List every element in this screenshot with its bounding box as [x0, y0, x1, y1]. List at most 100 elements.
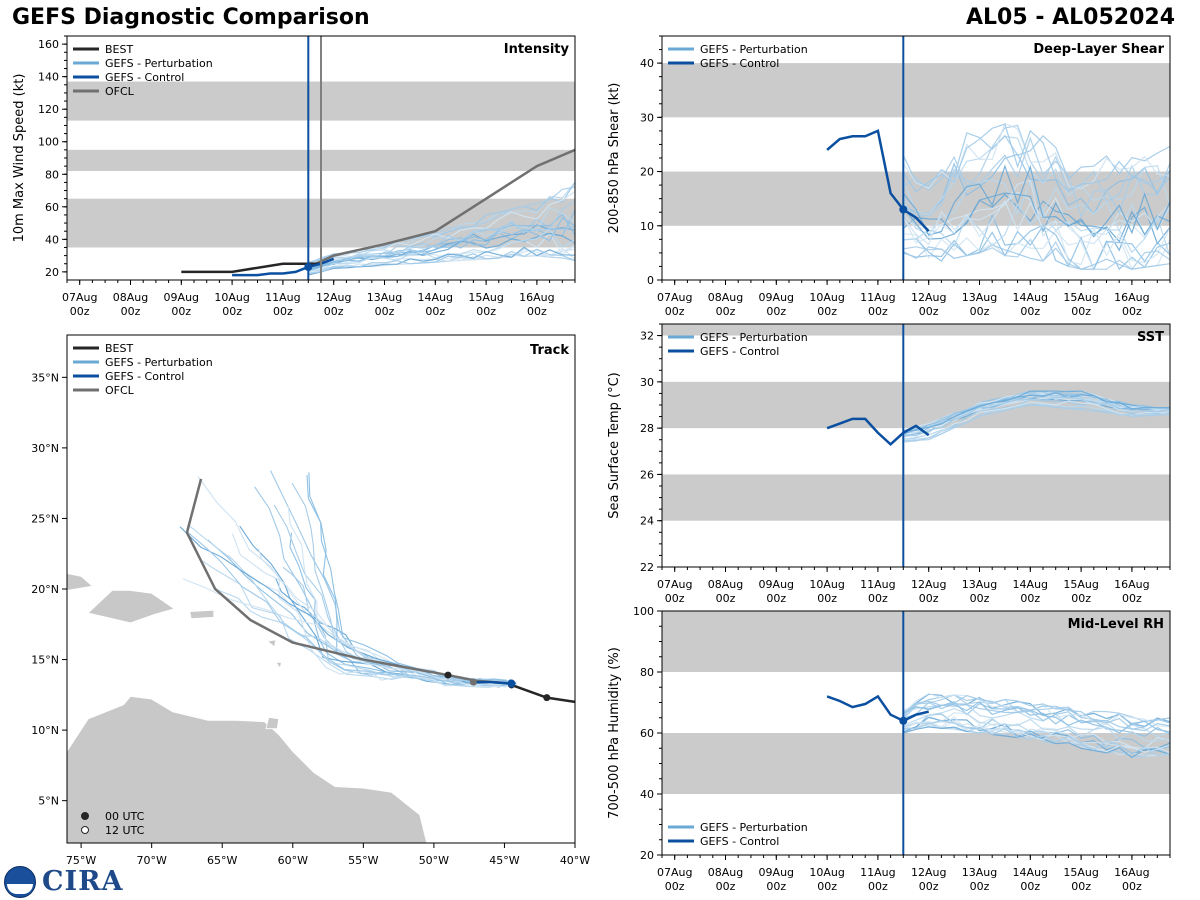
shear-ytick-label: 10 [640, 220, 654, 233]
shear-legend-label: GEFS - Control [700, 57, 779, 70]
track-ofcl-point [444, 671, 452, 679]
storm-id-title: AL05 - AL052024 [966, 5, 1175, 30]
sst-xtick-label: 00z [868, 592, 888, 605]
rh-plot-area [662, 611, 1170, 794]
track-perturbation-member [308, 472, 509, 687]
intensity-ytick-label: 160 [38, 38, 59, 51]
rh-ylabel: 700-500 hPa Humidity (%) [607, 647, 622, 819]
intensity-perturbation-member [308, 217, 575, 272]
rh-xtick-label: 11Aug [860, 866, 895, 879]
intensity-xtick-label: 00z [273, 305, 293, 318]
intensity-ytick-label: 40 [45, 233, 59, 246]
shear-title: Deep-Layer Shear [1033, 42, 1164, 57]
shear-xtick-label: 00z [970, 305, 990, 318]
shear-perturbation-member [902, 192, 1170, 243]
island-land [189, 609, 215, 620]
track-xtick-label: 65°W [207, 854, 237, 867]
shear-plot-area [662, 63, 1170, 271]
sst-xtick-label: 15Aug [1063, 578, 1098, 591]
intensity-ytick-label: 80 [45, 168, 59, 181]
track-time-legend-marker [81, 812, 89, 820]
sst-plot-area [662, 324, 1170, 521]
intensity-xtick-label: 09Aug [164, 291, 199, 304]
noaa-logo-icon [4, 866, 36, 898]
intensity-control-line [232, 257, 335, 277]
panel-rh: 2040608010007Aug00z08Aug00z09Aug00z10Aug… [607, 605, 1171, 893]
track-xtick-label: 55°W [348, 854, 378, 867]
sst-perturbation-member [903, 404, 1170, 441]
rh-xtick-label: 00z [766, 880, 786, 893]
shear-perturbation-member [902, 164, 1170, 238]
sst-frame [661, 323, 1171, 568]
rh-perturbation-member [903, 719, 1170, 757]
track-ytick-label: 35°N [31, 371, 59, 384]
rh-xtick-label: 15Aug [1063, 866, 1098, 879]
intensity-xtick-label: 00z [476, 305, 496, 318]
intensity-xtick-label: 07Aug [62, 291, 97, 304]
track-perturbation-member [186, 530, 507, 684]
sst-xtick-label: 08Aug [708, 578, 743, 591]
rh-xtick-label: 16Aug [1114, 866, 1149, 879]
sst-xtick-label: 12Aug [911, 578, 946, 591]
panel-shear: 01020304007Aug00z08Aug00z09Aug00z10Aug00… [607, 35, 1171, 318]
intensity-xtick-label: 13Aug [367, 291, 402, 304]
track-current-position [507, 679, 516, 688]
track-legend-label: OFCL [105, 384, 135, 397]
track-perturbation-member [291, 482, 508, 683]
rh-xtick-label: 14Aug [1013, 866, 1048, 879]
rh-xtick-label: 00z [919, 880, 939, 893]
intensity-legend-label: GEFS - Control [105, 71, 184, 84]
shear-xtick-label: 09Aug [759, 291, 794, 304]
track-ytick-label: 25°N [31, 512, 59, 525]
shear-xtick-label: 00z [716, 305, 736, 318]
intensity-xtick-label: 15Aug [468, 291, 503, 304]
shear-perturbation-member [903, 202, 1170, 257]
track-ytick-label: 5°N [38, 795, 59, 808]
intensity-xtick-label: 00z [324, 305, 344, 318]
intensity-perturbation-member [308, 200, 575, 270]
shear-perturbation-member [902, 179, 1170, 246]
sst-xtick-label: 00z [970, 592, 990, 605]
sst-perturbation-member [903, 392, 1170, 432]
shear-ytick-label: 40 [640, 57, 654, 70]
rh-xtick-label: 00z [1071, 880, 1091, 893]
shear-legend-label: GEFS - Perturbation [700, 43, 808, 56]
panel-track: 75°W 70°W 65°W 60°W 55°W 50°W 45°W 40°W 5°N 10°N 1… [31, 334, 590, 867]
sst-xtick-label: 00z [817, 592, 837, 605]
shear-ylabel: 200-850 hPa Shear (kt) [607, 83, 622, 234]
sst-xtick-label: 09Aug [759, 578, 794, 591]
shear-ytick-label: 0 [647, 274, 654, 287]
panel-intensity: 2040608010012014016007Aug00z08Aug00z09Au… [12, 35, 576, 318]
rh-xtick-label: 00z [970, 880, 990, 893]
rh-xtick-label: 09Aug [759, 866, 794, 879]
sst-band-1 [662, 381, 1170, 429]
intensity-best-line [181, 262, 321, 274]
rh-perturbation-member [903, 726, 1170, 759]
sst-ytick-label: 32 [640, 330, 654, 343]
shear-xtick-label: 10Aug [809, 291, 844, 304]
shear-xtick-label: 11Aug [860, 291, 895, 304]
sst-xtick-label: 14Aug [1013, 578, 1048, 591]
sst-band-0 [662, 474, 1170, 521]
shear-perturbation-member [903, 225, 1170, 270]
rh-xtick-label: 13Aug [962, 866, 997, 879]
shear-xtick-label: 14Aug [1013, 291, 1048, 304]
island-land [275, 661, 283, 669]
rh-ytick-label: 60 [640, 727, 654, 740]
rh-xtick-label: 08Aug [708, 866, 743, 879]
intensity-xtick-label: 12Aug [316, 291, 351, 304]
intensity-perturbation-member [308, 248, 575, 275]
sst-xtick-label: 16Aug [1114, 578, 1149, 591]
track-perturbation-member [188, 524, 514, 688]
rh-perturbation-member [903, 707, 1170, 742]
rh-ytick-label: 20 [640, 849, 654, 862]
shear-perturbation-member [902, 135, 1170, 215]
track-perturbation-member [273, 504, 507, 685]
intensity-title: Intensity [504, 42, 570, 57]
shear-control-line [826, 129, 930, 233]
rh-ytick-label: 80 [640, 666, 654, 679]
island-land [266, 639, 277, 648]
track-map-area [67, 470, 575, 843]
shear-ytick-label: 20 [640, 166, 654, 179]
intensity-ytick-label: 100 [38, 136, 59, 149]
